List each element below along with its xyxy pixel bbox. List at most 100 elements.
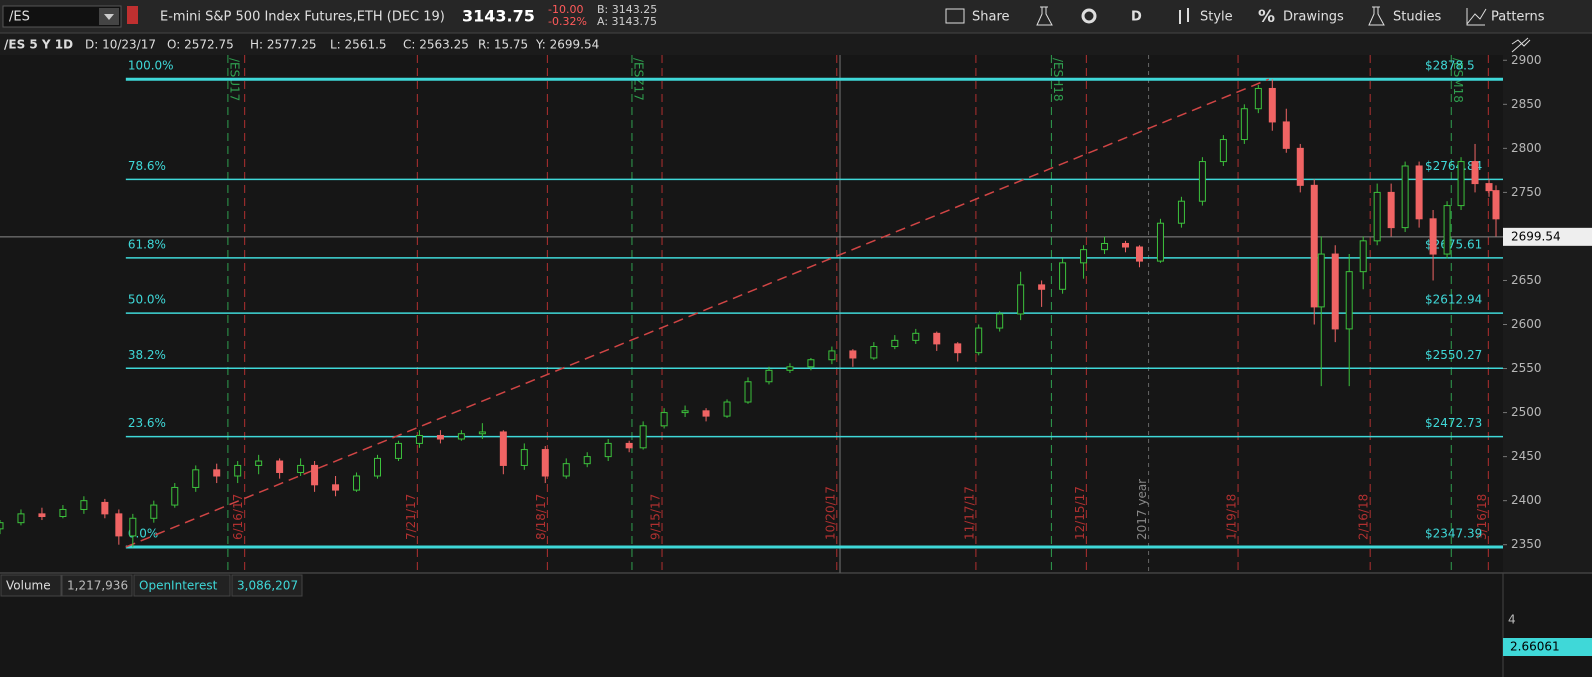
alert-icon[interactable] <box>127 6 138 24</box>
flask-icon[interactable] <box>1036 6 1053 26</box>
candle-body <box>541 449 549 477</box>
candle-body <box>1415 165 1423 220</box>
candle-body <box>562 463 570 477</box>
candle-body <box>1296 147 1304 186</box>
change: -10.00 <box>548 3 583 16</box>
toolbar-buttons: Share D Style Drawings Studies Patterns … <box>945 6 1545 27</box>
info-field: C: 2563.25 <box>403 38 469 52</box>
x-tick-label: 3/16/18 <box>1475 494 1489 540</box>
candle-body <box>129 517 137 537</box>
candle-body <box>1198 161 1206 202</box>
volume-value-tag <box>61 574 133 597</box>
style-button[interactable]: Style <box>1200 10 1233 25</box>
candle-body <box>101 501 109 515</box>
y-tick-label: 2850 <box>1511 97 1542 111</box>
patterns-button[interactable]: Patterns <box>1491 10 1545 25</box>
candle-body <box>478 431 486 435</box>
y-tick-label: 2350 <box>1511 537 1542 551</box>
candle-body <box>297 464 305 473</box>
x-tick-label: 11/17/17 <box>962 486 976 540</box>
volume-tag <box>0 574 62 597</box>
y-tick-label: 2550 <box>1511 361 1542 375</box>
candle-body <box>1017 284 1025 315</box>
info-field: Y: 2699.54 <box>535 38 599 52</box>
chart-background <box>0 34 1503 572</box>
candle-body <box>786 366 794 371</box>
candle-body <box>255 460 263 466</box>
symbol-box[interactable] <box>2 5 122 28</box>
candle-body <box>38 513 46 518</box>
x-tick-label: 1/19/18 <box>1225 494 1239 540</box>
candle-body <box>1156 222 1164 262</box>
symbol: /ES <box>9 10 30 25</box>
share-button[interactable]: Share <box>972 10 1010 25</box>
candle-body <box>723 401 731 417</box>
studies-button[interactable]: Studies <box>1393 10 1441 25</box>
aggregation-button[interactable]: D <box>1131 10 1142 25</box>
x-tick-label: 10/20/17 <box>823 486 837 540</box>
candle-body <box>436 434 444 440</box>
candle-body <box>1219 139 1227 163</box>
oi-value-tag <box>231 574 303 597</box>
candle-body <box>1240 108 1248 141</box>
info-field: /ES 5 Y 1D <box>4 38 73 52</box>
candle-body <box>1471 161 1479 185</box>
y-tick-label: 2650 <box>1511 273 1542 287</box>
gear-icon[interactable] <box>1081 8 1097 24</box>
candle-body <box>499 431 507 466</box>
drawings-button[interactable]: Drawings <box>1283 10 1344 25</box>
candle-body <box>1429 218 1437 255</box>
candle-body <box>59 508 67 518</box>
candle-body <box>702 410 710 417</box>
oi-tag <box>133 574 231 597</box>
candle-body <box>1177 200 1185 224</box>
oi-label: OpenInterest <box>139 579 218 593</box>
fib-price-label: $2612.94 <box>1425 293 1482 307</box>
candle-body <box>1310 184 1318 308</box>
candle-body <box>311 464 319 486</box>
volume-axis-label: 4 <box>1508 613 1516 627</box>
fib-pct-label: 61.8% <box>128 237 166 251</box>
candle-body <box>828 350 836 361</box>
candle-body <box>1282 121 1290 149</box>
candle-body <box>604 442 612 458</box>
description: E-mini S&P 500 Index Futures,ETH (DEC 19… <box>160 10 445 25</box>
candle-body <box>996 313 1004 329</box>
candle-body <box>1359 240 1367 273</box>
fib-price-label: $2347.39 <box>1425 526 1482 540</box>
candle-body <box>870 346 878 359</box>
info-field: L: 2561.5 <box>330 38 387 52</box>
dropdown-arrow <box>104 14 114 20</box>
price-axis <box>1503 34 1592 572</box>
last-price-box <box>1503 227 1592 246</box>
info-field: R: 15.75 <box>478 38 528 52</box>
candle-body <box>520 449 528 466</box>
candle-body <box>1331 253 1339 330</box>
drawings-icon: % <box>1258 7 1275 27</box>
candle-body <box>415 434 423 444</box>
volume-value: 1,217,936 <box>67 579 128 593</box>
studies-icon <box>1368 6 1385 26</box>
candle-body <box>1135 246 1143 262</box>
last-price: 3143.75 <box>462 7 535 26</box>
bid: B: 3143.25 <box>597 3 657 16</box>
candle-body <box>0 522 4 530</box>
candle-body <box>660 412 668 427</box>
candle-body <box>1492 190 1500 220</box>
y-tick-label: 2900 <box>1511 53 1542 67</box>
candle-body <box>583 456 591 465</box>
candle-body <box>150 504 158 519</box>
candle-body <box>1373 191 1381 242</box>
oi-last-box <box>1503 638 1592 656</box>
fib-pct-label: 50.0% <box>128 293 166 307</box>
scale-icon[interactable] <box>1511 37 1531 53</box>
y-tick-label: 2400 <box>1511 493 1542 507</box>
candle-body <box>933 332 941 345</box>
candle-body <box>1122 242 1130 248</box>
x-tick-label: 6/16/17 <box>231 494 245 540</box>
candle-body <box>1387 191 1395 229</box>
candle-body <box>849 350 857 359</box>
candle-body <box>891 339 899 348</box>
year-label: 2017 year <box>1135 479 1149 540</box>
candle-body <box>115 513 123 537</box>
